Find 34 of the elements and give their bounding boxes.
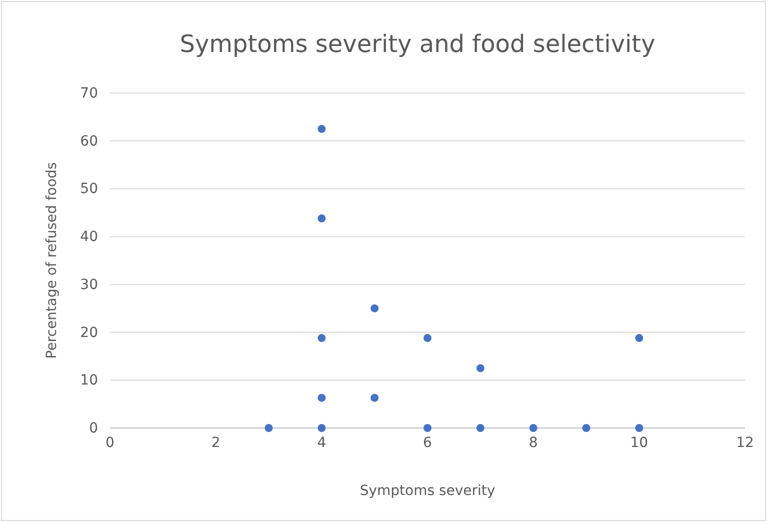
x-axis-title: Symptoms severity <box>360 483 496 499</box>
point <box>635 424 644 432</box>
x-tick-label: 4 <box>317 434 326 451</box>
point <box>370 304 379 312</box>
x-tick-label: 6 <box>423 434 432 451</box>
point <box>318 214 326 222</box>
point <box>424 424 432 432</box>
point <box>476 424 484 432</box>
x-tick-label: 0 <box>106 434 114 451</box>
y-tick-label: 40 <box>80 229 98 246</box>
y-tick-label: 30 <box>80 276 98 293</box>
point <box>318 124 326 133</box>
point <box>370 394 379 402</box>
point <box>264 424 273 432</box>
point <box>476 364 484 372</box>
y-axis-title: Percentage of refused foods <box>44 162 60 359</box>
chart-title: Symptoms severity and food selectivity <box>180 30 656 58</box>
y-tick-label: 50 <box>80 181 98 198</box>
point <box>635 334 644 342</box>
point <box>529 424 538 432</box>
y-tick-label: 0 <box>89 420 98 436</box>
y-tick-label: 10 <box>80 372 98 389</box>
point <box>318 334 326 342</box>
point <box>424 334 432 342</box>
y-tick-label: 60 <box>80 133 98 150</box>
y-tick-label: 70 <box>80 85 98 102</box>
x-tick-label: 10 <box>630 434 648 451</box>
point <box>582 424 590 432</box>
x-tick-label: 8 <box>528 434 538 451</box>
point <box>318 424 326 432</box>
y-tick-label: 20 <box>80 324 98 341</box>
point <box>318 394 326 402</box>
x-tick-label: 12 <box>736 434 754 451</box>
x-tick-label: 2 <box>211 434 220 451</box>
